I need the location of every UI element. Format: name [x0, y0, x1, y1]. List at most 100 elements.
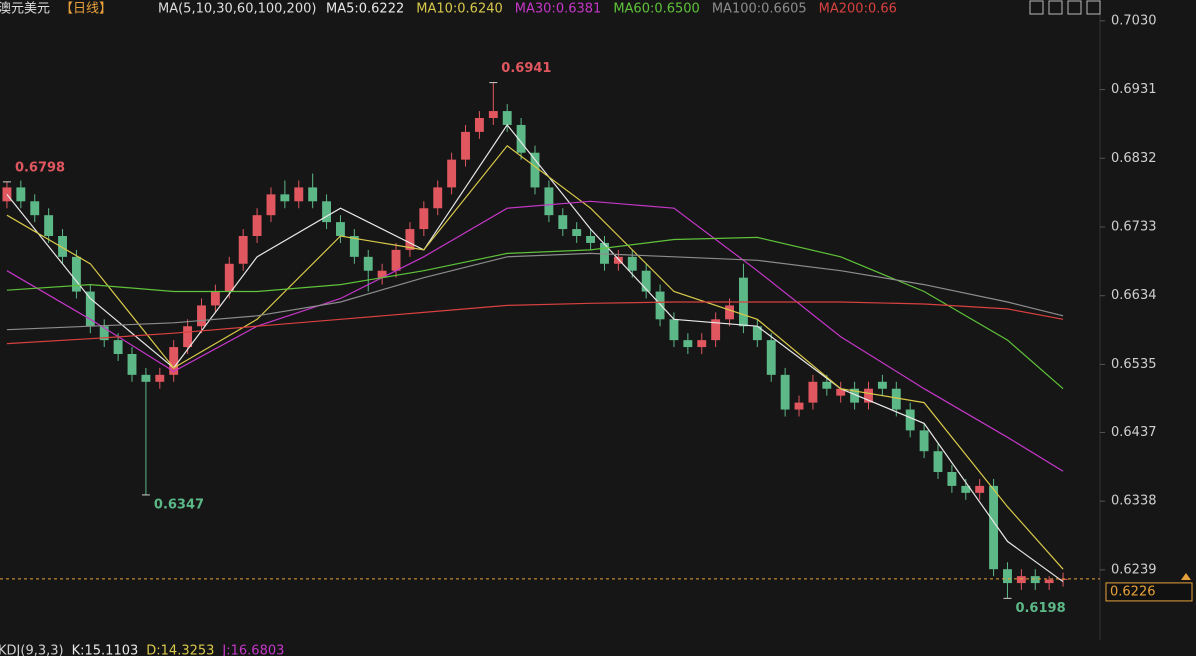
current-price-box [1105, 582, 1193, 602]
toolbar [1029, 0, 1101, 15]
candle-body [238, 236, 248, 264]
legend-entry: MA10:0.6240 [416, 2, 503, 17]
tool-icon[interactable] [1086, 0, 1101, 15]
candle-body [30, 201, 40, 216]
tool-icon[interactable] [1029, 0, 1044, 15]
candle-body [197, 305, 206, 327]
candle-body [16, 187, 26, 202]
extreme-label: 0.6941 [501, 61, 551, 76]
candle-body [294, 187, 304, 202]
candle-body [877, 381, 887, 389]
extreme-label: 0.6347 [154, 497, 204, 512]
tool-icon[interactable] [1048, 0, 1063, 15]
ma-line [6, 200, 1064, 472]
y-tick-label: 0.6931 [1111, 82, 1157, 97]
candle-body [919, 430, 929, 452]
candle-body [544, 187, 554, 216]
candle-body [794, 402, 804, 410]
candle-body [461, 131, 470, 160]
candle-body [989, 485, 999, 570]
y-tick-label: 0.6634 [1111, 288, 1157, 303]
candle-body [363, 256, 373, 271]
candle-body [613, 256, 623, 264]
candle-body [1030, 576, 1040, 584]
candle-body [155, 374, 165, 382]
ma-params: MA(5,10,30,60,100,200) [158, 2, 316, 17]
candle-body [655, 291, 665, 320]
candle-body [669, 319, 679, 341]
period-label[interactable]: 【日线】 [60, 2, 112, 17]
ma-line [6, 236, 1064, 390]
candle-body [975, 485, 985, 493]
candle-body [1016, 576, 1026, 584]
candle-body [224, 263, 234, 292]
candle-body [488, 111, 498, 119]
candle-body [683, 340, 693, 348]
candle-body [530, 152, 540, 188]
candle-body [391, 249, 401, 271]
y-tick-label: 0.6338 [1111, 494, 1157, 509]
candle-body [308, 187, 318, 202]
candle-body [752, 326, 762, 341]
extreme-label: 0.6198 [1015, 601, 1065, 616]
candle-body [502, 111, 512, 125]
candle-body [141, 374, 151, 382]
chart-title: 澳元美元 [0, 1, 50, 17]
candle-body [266, 194, 276, 216]
candle-body [850, 388, 860, 403]
candle-body [961, 485, 971, 493]
candle-body [891, 388, 901, 410]
ma-line [6, 301, 1064, 345]
candle-body [280, 194, 290, 202]
candle-body [836, 388, 846, 396]
y-tick-label: 0.6239 [1111, 562, 1157, 577]
candle-body [85, 291, 95, 327]
candle-body [377, 270, 387, 278]
candle-body [2, 187, 12, 202]
candle-body [71, 256, 81, 292]
ma-line [6, 144, 1064, 570]
candle-body [780, 374, 790, 410]
candle-body [766, 340, 776, 375]
y-tick-label: 0.6733 [1111, 219, 1157, 234]
candle-body [44, 215, 54, 237]
y-tick-label: 0.6437 [1111, 425, 1157, 440]
candle-body [864, 388, 873, 403]
current-price-label: 0.6226 [1110, 584, 1156, 599]
candle-body [474, 118, 484, 132]
candle-body [1003, 569, 1012, 584]
candle-body [419, 208, 429, 230]
candle-body [808, 381, 818, 403]
candle-body [113, 340, 123, 355]
candle-body [586, 236, 596, 243]
extreme-label: 0.6798 [15, 160, 65, 175]
legend-entry: MA100:0.6605 [712, 2, 807, 17]
candle-body [58, 236, 67, 257]
legend-entry: MA200:0.66 [819, 2, 897, 17]
candle-body [169, 347, 179, 375]
candle-body [572, 229, 582, 237]
candle-body [349, 236, 359, 257]
y-tick-label: 0.7030 [1111, 13, 1157, 28]
candle-body [822, 381, 832, 389]
candle-body [405, 229, 415, 250]
candle-body [711, 319, 721, 341]
indicator-label: K:15.1103 [72, 644, 139, 656]
legend-entry: MA5:0.6222 [326, 2, 404, 17]
candle-body [516, 124, 526, 153]
candle-body [933, 451, 943, 473]
candle-body [627, 256, 637, 271]
candle-body [1044, 579, 1054, 584]
candle-body [641, 270, 651, 292]
candle-body [697, 340, 707, 348]
indicator-label: KDJ(9,3,3) [0, 644, 64, 656]
candle-body [252, 215, 262, 237]
candle-body [905, 409, 915, 431]
tool-icon[interactable] [1067, 0, 1082, 15]
indicator-label: J:16.6803 [221, 644, 284, 656]
legend-entry: MA30:0.6381 [515, 2, 602, 17]
candle-body [433, 187, 443, 209]
